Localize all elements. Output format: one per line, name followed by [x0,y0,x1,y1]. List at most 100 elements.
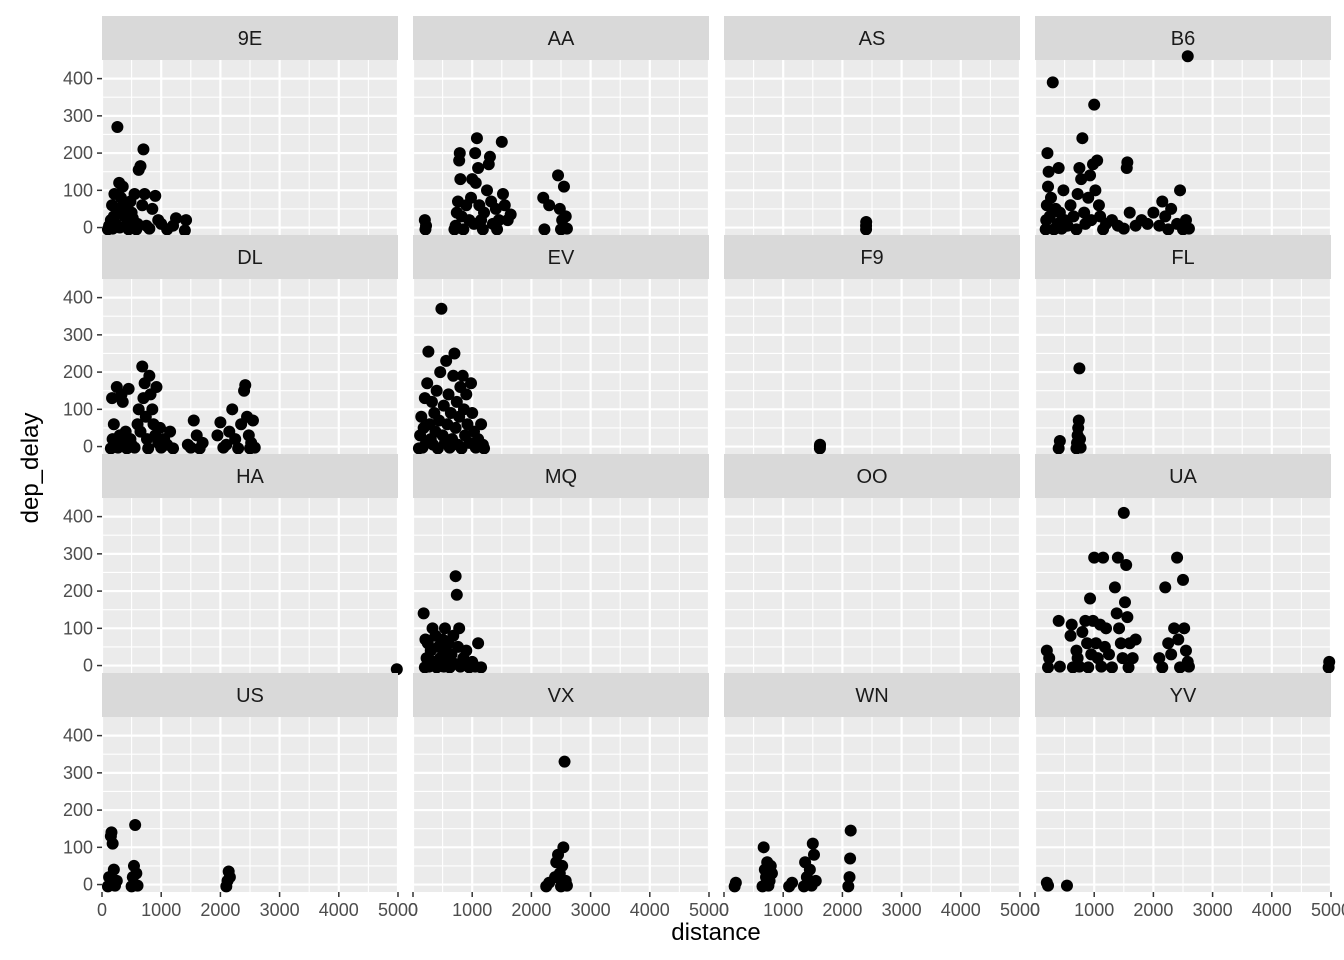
x-tick-label: 2000 [200,900,240,920]
data-point [150,380,163,393]
data-point [1042,165,1055,178]
data-point [1053,660,1066,673]
points-DL [104,360,261,455]
points-9E [101,121,193,237]
data-point [142,442,155,455]
data-point [134,160,147,173]
data-point [498,199,511,212]
data-point [1179,644,1192,657]
facet-OO: OO [722,454,1022,673]
facet-strip-label: WN [855,685,888,707]
data-point [560,222,573,235]
x-tick-label: 0 [97,900,107,920]
data-point [425,395,438,408]
data-point [558,755,571,768]
facet-strip-label: F9 [860,247,883,269]
data-point [449,570,462,583]
data-point [246,414,259,427]
data-point [1117,222,1130,235]
data-point [559,210,572,223]
data-point [143,369,156,382]
facet-DL: DL [100,235,400,455]
x-tick-label: 5000 [1311,900,1344,920]
data-point [136,199,149,212]
x-tick-label: 0 [719,900,729,920]
data-point [1129,633,1142,646]
data-point [1113,622,1126,635]
data-point [131,879,144,892]
data-point [1084,169,1097,182]
data-point [1182,660,1195,673]
facet-strip-label: B6 [1171,28,1195,50]
data-point [472,637,485,650]
y-tick-label: 300 [63,544,93,564]
data-point [178,224,191,237]
facet-AA: AA [411,16,711,236]
data-point [552,169,565,182]
data-point [495,135,508,148]
data-point [130,867,143,880]
facet-VX: VX [411,673,711,893]
data-point [556,859,569,872]
data-point [457,223,470,236]
x-tick-label: 0 [408,900,418,920]
data-point [1171,551,1184,564]
points-UA [1040,506,1336,674]
data-point [476,223,489,236]
x-tick-label: 4000 [941,900,981,920]
x-tick-label: 4000 [1252,900,1292,920]
data-point [136,360,149,373]
data-point [1108,581,1121,594]
data-point [214,416,227,429]
y-tick-label: 400 [63,69,93,89]
x-tick-label: 1000 [763,900,803,920]
data-point [1162,637,1175,650]
x-tick-label: 5000 [378,900,418,920]
x-tick-label: 2000 [822,900,862,920]
y-tick-label: 200 [63,362,93,382]
data-point [417,607,430,620]
facet-strip-label: AS [859,28,886,50]
data-point [1159,581,1172,594]
data-point [1073,433,1086,446]
data-point [1089,184,1102,197]
data-point [1156,661,1169,674]
data-point [1064,629,1077,642]
data-point [1039,223,1052,236]
facet-FL: FL [1033,235,1333,455]
data-point [450,588,463,601]
data-point [129,818,142,831]
data-point [116,180,129,193]
data-point [1043,652,1056,665]
data-point [1071,188,1084,201]
facet-strip-label: 9E [238,28,262,50]
data-point [1126,652,1139,665]
data-point [460,388,473,401]
data-point [1116,652,1129,665]
data-point [1092,199,1105,212]
data-point [814,438,827,451]
y-tick-label: 100 [63,399,93,419]
data-point [1178,622,1191,635]
data-point [415,410,428,423]
facet-WN: WN [722,673,1022,893]
data-point [475,418,488,431]
facet-strip-label: MQ [545,466,577,488]
data-point [1052,614,1065,627]
facet-strip [413,16,709,60]
data-point [220,438,233,451]
facet-strip [413,454,709,498]
facet-9E: 9E [100,16,400,237]
data-point [729,876,742,889]
data-point [1091,154,1104,167]
data-point [128,188,141,201]
facet-panels: 9E AA AS B6 DL EV F9 FL HA MQ OO UA US VX WN YV [100,16,1336,893]
data-point [1074,441,1087,454]
data-point [187,414,200,427]
data-point [483,150,496,163]
facet-strip-label: EV [548,247,575,269]
data-point [469,147,482,160]
points-HA [390,663,403,676]
facet-strip-label: DL [237,247,263,269]
